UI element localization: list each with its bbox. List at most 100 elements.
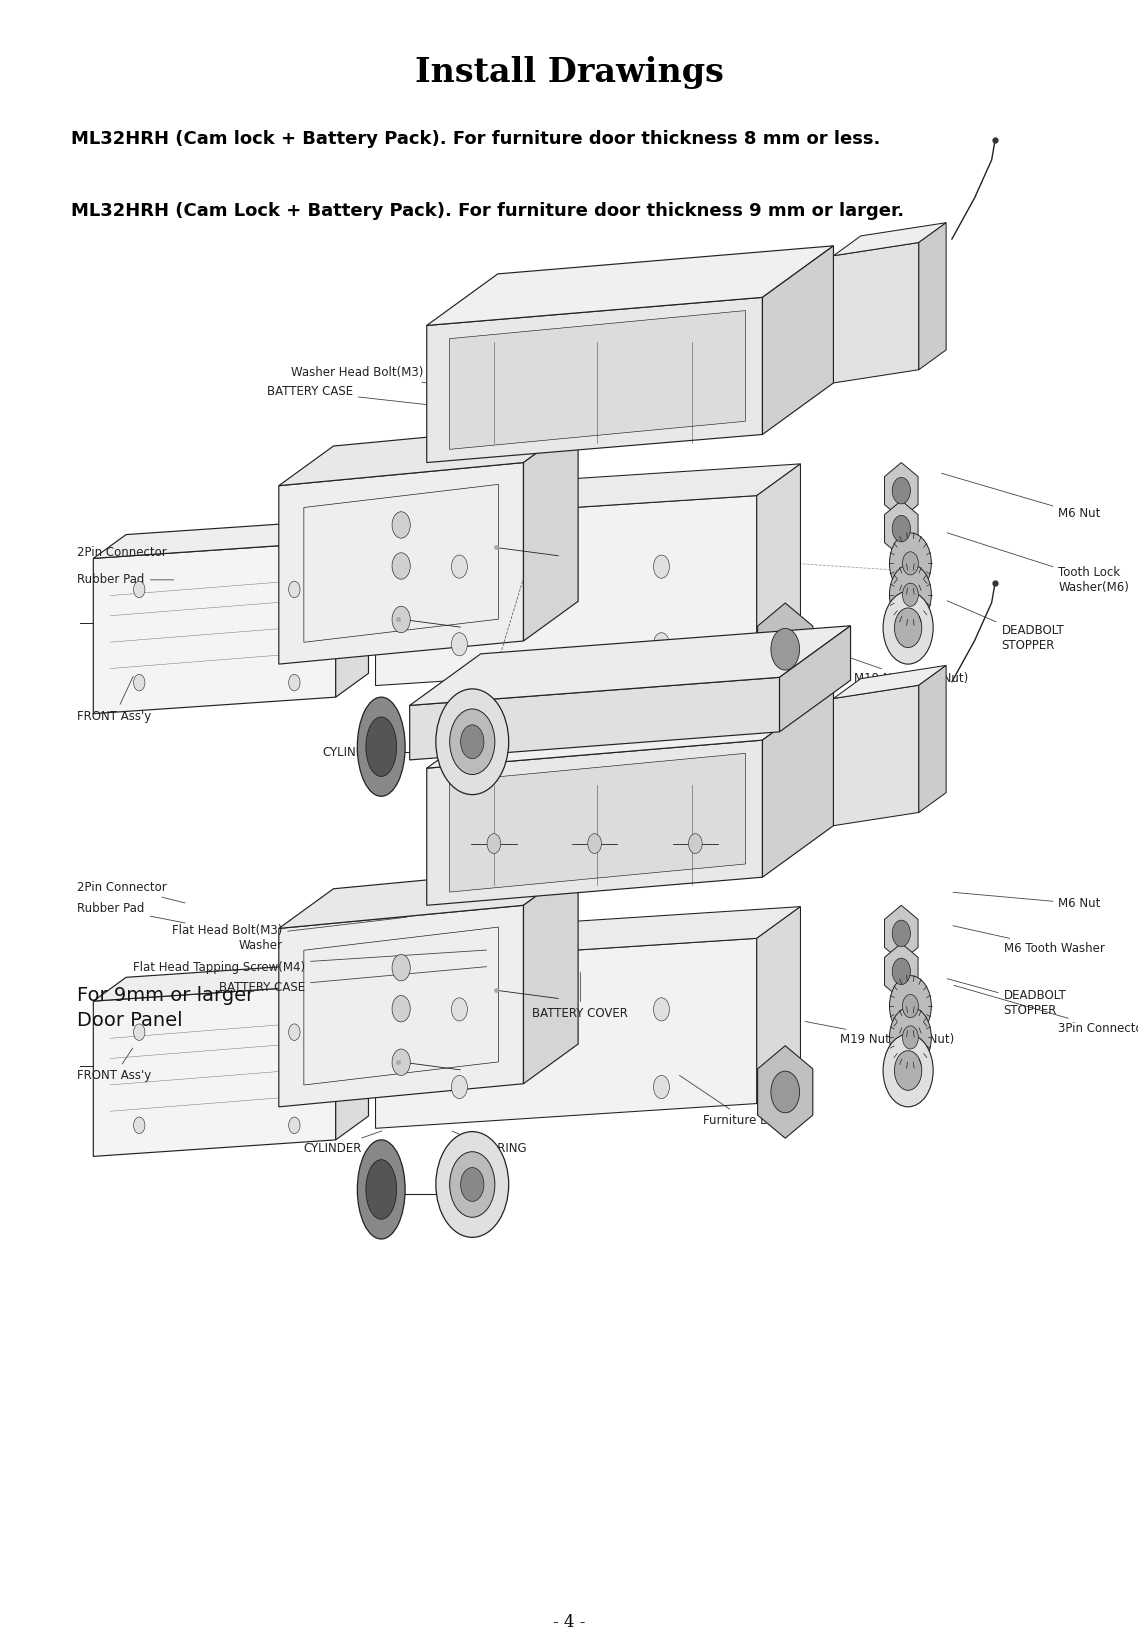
Circle shape	[450, 1151, 495, 1218]
Polygon shape	[336, 519, 369, 697]
Circle shape	[688, 834, 702, 854]
Circle shape	[133, 1024, 145, 1041]
Text: CYLINDER: CYLINDER	[304, 1132, 382, 1155]
Circle shape	[391, 996, 410, 1023]
Text: M19 Nut (Lock Nut): M19 Nut (Lock Nut)	[805, 1021, 954, 1046]
Text: BATTERY COVER: BATTERY COVER	[533, 973, 628, 1019]
Circle shape	[770, 628, 800, 671]
Circle shape	[289, 674, 300, 691]
Circle shape	[289, 1024, 300, 1041]
Text: FRONT-RING: FRONT-RING	[463, 738, 545, 758]
Circle shape	[587, 834, 601, 854]
Polygon shape	[758, 603, 813, 695]
Polygon shape	[279, 463, 523, 664]
Circle shape	[892, 515, 910, 542]
Text: Furniture Door: Furniture Door	[679, 679, 791, 737]
Text: Tooth Lock
Washer(M6): Tooth Lock Washer(M6)	[947, 534, 1129, 593]
Text: ML32HRH (Cam Lock + Battery Pack). For furniture door thickness 9 mm or larger.: ML32HRH (Cam Lock + Battery Pack). For f…	[71, 203, 904, 220]
Text: BATTERY CASE: BATTERY CASE	[266, 385, 470, 410]
Polygon shape	[376, 907, 800, 963]
Polygon shape	[427, 297, 762, 463]
Polygon shape	[833, 686, 918, 826]
Circle shape	[391, 512, 410, 539]
Ellipse shape	[365, 1160, 396, 1219]
Polygon shape	[523, 866, 578, 1084]
Circle shape	[770, 1070, 800, 1113]
Text: 2Pin Connector: 2Pin Connector	[77, 881, 185, 904]
Circle shape	[133, 582, 145, 598]
Text: FRONT Ass'y: FRONT Ass'y	[77, 677, 151, 722]
Text: FRONT Ass'y: FRONT Ass'y	[77, 1047, 151, 1082]
Circle shape	[289, 1117, 300, 1133]
Circle shape	[653, 555, 669, 578]
Polygon shape	[93, 961, 369, 1001]
Text: Rubber Pad: Rubber Pad	[77, 573, 174, 586]
Circle shape	[391, 553, 410, 580]
Circle shape	[902, 552, 918, 575]
Circle shape	[890, 1008, 931, 1067]
Polygon shape	[93, 542, 336, 714]
Text: For 9mm or larger
Door Panel: For 9mm or larger Door Panel	[77, 986, 255, 1029]
Text: M6 Nut: M6 Nut	[953, 892, 1100, 910]
Polygon shape	[376, 464, 800, 520]
Circle shape	[133, 1117, 145, 1133]
Polygon shape	[376, 496, 757, 686]
Text: M19 Nut (Lock Nut): M19 Nut (Lock Nut)	[805, 643, 967, 686]
Circle shape	[452, 998, 468, 1021]
Circle shape	[890, 534, 931, 593]
Circle shape	[653, 1075, 669, 1099]
Polygon shape	[450, 311, 745, 449]
Polygon shape	[450, 753, 745, 892]
Polygon shape	[884, 463, 918, 519]
Text: Washer Head Bolt(M3): Washer Head Bolt(M3)	[291, 367, 493, 393]
Circle shape	[391, 955, 410, 981]
Polygon shape	[758, 1046, 813, 1138]
Circle shape	[487, 834, 501, 854]
Circle shape	[894, 608, 922, 648]
Text: 2Pin Connector: 2Pin Connector	[77, 547, 174, 558]
Polygon shape	[762, 689, 833, 877]
Circle shape	[391, 606, 410, 633]
Polygon shape	[918, 666, 946, 813]
Text: ML32HRH (Cam lock + Battery Pack). For furniture door thickness 8 mm or less.: ML32HRH (Cam lock + Battery Pack). For f…	[71, 131, 880, 147]
Circle shape	[653, 998, 669, 1021]
Text: M6 Nut: M6 Nut	[941, 472, 1100, 520]
Text: DEADBOLT
STOPPER: DEADBOLT STOPPER	[947, 601, 1064, 651]
Polygon shape	[833, 243, 918, 383]
Polygon shape	[279, 905, 523, 1107]
Polygon shape	[757, 464, 800, 661]
Circle shape	[436, 689, 509, 795]
Text: Install Drawings: Install Drawings	[414, 56, 724, 89]
Circle shape	[452, 633, 468, 656]
Polygon shape	[427, 740, 762, 905]
Circle shape	[450, 709, 495, 775]
Text: - 4 -: - 4 -	[553, 1614, 585, 1631]
Polygon shape	[93, 519, 369, 558]
Ellipse shape	[357, 697, 405, 796]
Polygon shape	[884, 501, 918, 557]
Ellipse shape	[365, 717, 396, 776]
Polygon shape	[757, 907, 800, 1104]
Polygon shape	[884, 943, 918, 999]
Text: Flat Head Tapping Screw(M4): Flat Head Tapping Screw(M4)	[133, 950, 487, 973]
Circle shape	[902, 1026, 918, 1049]
Polygon shape	[279, 423, 578, 486]
Polygon shape	[780, 626, 850, 732]
Circle shape	[289, 582, 300, 598]
Text: Furniture Door: Furniture Door	[679, 1075, 789, 1127]
Text: 3Pin Connector: 3Pin Connector	[954, 985, 1138, 1034]
Circle shape	[883, 1034, 933, 1107]
Polygon shape	[427, 246, 833, 325]
Circle shape	[892, 920, 910, 947]
Text: M6 Tooth Washer: M6 Tooth Washer	[953, 925, 1105, 955]
Circle shape	[461, 725, 484, 758]
Ellipse shape	[357, 1140, 405, 1239]
Polygon shape	[427, 689, 833, 768]
Circle shape	[890, 565, 931, 624]
Polygon shape	[410, 626, 850, 705]
Polygon shape	[376, 938, 757, 1128]
Circle shape	[902, 583, 918, 606]
Text: DEADBOLT
STOPPER: DEADBOLT STOPPER	[947, 978, 1066, 1016]
Polygon shape	[918, 223, 946, 370]
Text: BATTERY CASE: BATTERY CASE	[218, 966, 487, 993]
